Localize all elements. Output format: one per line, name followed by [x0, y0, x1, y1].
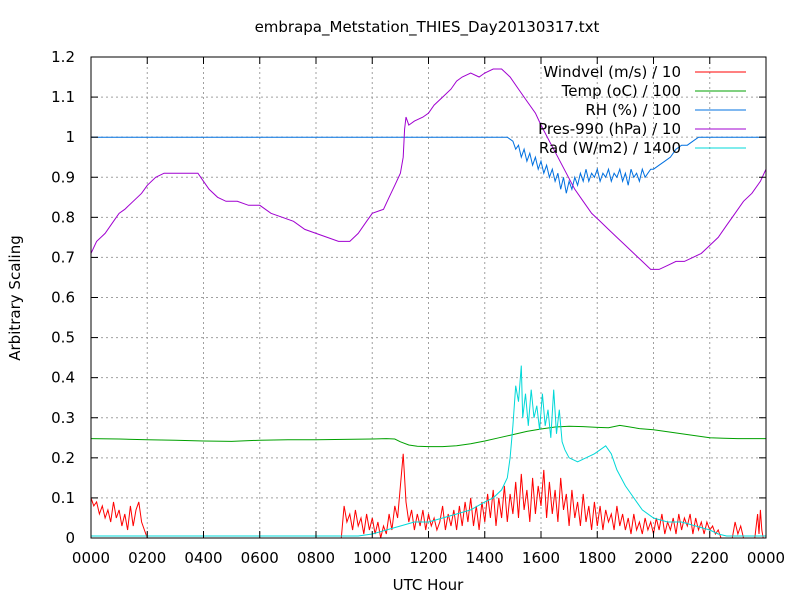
y-tick-label: 0.8	[51, 208, 75, 226]
legend-label-4: Pres-990 (hPa) / 10	[538, 120, 681, 138]
x-tick-label: 0000	[747, 549, 785, 567]
x-tick-label: 1400	[466, 549, 504, 567]
series-line-3	[91, 136, 766, 194]
x-tick-label: 0000	[72, 549, 110, 567]
y-axis-title: Arbitrary Scaling	[6, 235, 24, 361]
x-axis-title: UTC Hour	[393, 576, 464, 594]
y-tick-label: 1.1	[51, 88, 75, 106]
legend-label-3: RH (%) / 100	[585, 101, 681, 119]
series-layer	[90, 68, 767, 539]
x-tick-label: 0600	[241, 549, 279, 567]
series-line-5	[91, 365, 766, 537]
x-tick-label: 2200	[691, 549, 729, 567]
series-line-4	[90, 68, 767, 270]
series-line-2	[90, 424, 766, 448]
y-tick-label: 0.6	[51, 289, 75, 307]
y-tick-label: 0.2	[51, 449, 75, 467]
y-tick-label: 0.7	[51, 248, 75, 266]
y-tick-label: 1.2	[51, 48, 75, 66]
y-tick-label: 0.5	[51, 329, 75, 347]
x-tick-label: 0400	[184, 549, 222, 567]
x-tick-label: 0800	[297, 549, 335, 567]
ticks	[90, 56, 767, 539]
x-tick-label: 1600	[522, 549, 560, 567]
legend-label-2: Temp (oC) / 100	[561, 82, 681, 100]
y-tick-label: 0.4	[51, 369, 75, 387]
series-line-1	[90, 453, 766, 539]
y-tick-label: 0.1	[51, 489, 75, 507]
x-tick-label: 1800	[578, 549, 616, 567]
y-tick-label: 0	[65, 529, 75, 547]
y-tick-label: 0.9	[51, 168, 75, 186]
x-tick-label: 1200	[409, 549, 447, 567]
y-tick-labels: 0 0.1 0.2 0.3 0.4 0.5 0.6 0.7 0.8 0.9 1 1.1 1.2	[51, 48, 75, 547]
legend-label-1: Windvel (m/s) / 10	[543, 63, 681, 81]
chart-title: embrapa_Metstation_THIES_Day20130317.txt	[255, 18, 600, 37]
legend-label-5: Rad (W/m2) / 1400	[539, 139, 681, 157]
x-tick-labels: 0000 0200 0400 0600 0800 1000 1200 1400 1600 1800…	[72, 549, 785, 567]
x-tick-label: 2000	[634, 549, 672, 567]
x-tick-label: 1000	[353, 549, 391, 567]
x-tick-label: 0200	[128, 549, 166, 567]
y-tick-label: 0.3	[51, 409, 75, 427]
y-tick-label: 1	[65, 128, 75, 146]
